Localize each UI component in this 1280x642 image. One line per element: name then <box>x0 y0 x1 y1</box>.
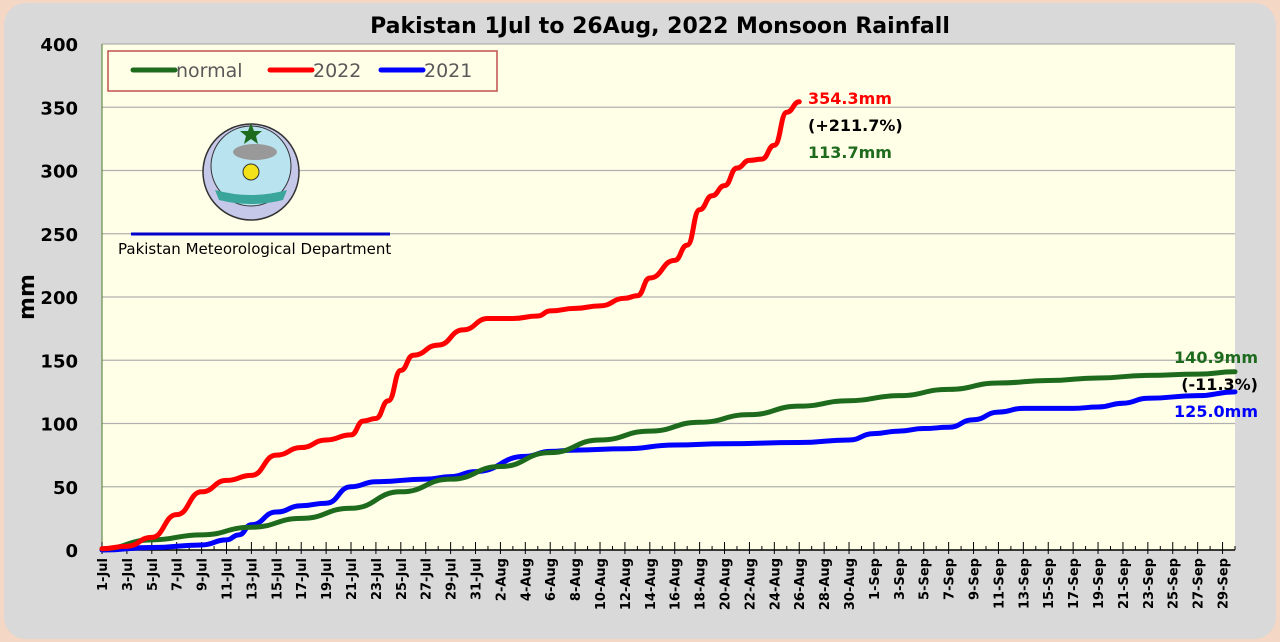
y-tick-label: 400 <box>40 35 78 56</box>
x-tick-label: 29-Jul <box>445 558 460 600</box>
annotation-label: 113.7mm <box>808 143 892 162</box>
annotation-label: (-11.3%) <box>1181 375 1258 394</box>
x-tick-label: 30-Aug <box>843 558 858 610</box>
annotation-label: 354.3mm <box>808 89 892 108</box>
x-tick-label: 27-Jul <box>420 558 435 600</box>
annotation-label: (+211.7%) <box>808 116 903 135</box>
x-tick-label: 7-Jul <box>171 558 186 591</box>
x-tick-label: 24-Aug <box>768 558 783 610</box>
y-axis-label: mm <box>15 274 40 320</box>
x-tick-label: 28-Aug <box>818 558 833 610</box>
x-tick-label: 9-Jul <box>196 558 211 591</box>
series-line-normal <box>99 369 1238 552</box>
x-tick-label: 29-Sep <box>1217 558 1232 609</box>
x-tick-label: 26-Aug <box>793 558 808 610</box>
chart-title: Pakistan 1Jul to 26Aug, 2022 Monsoon Rai… <box>370 14 950 39</box>
series-line-2021 <box>99 389 1238 553</box>
pmd-logo: Pakistan Meteorological Department <box>118 123 391 258</box>
y-tick-label: 300 <box>40 162 78 183</box>
x-tick-label: 1-Sep <box>868 558 883 600</box>
x-tick-label: 15-Sep <box>1042 558 1057 609</box>
x-tick-label: 22-Aug <box>743 558 758 610</box>
logo-star-icon <box>240 123 262 144</box>
x-tick-label: 17-Jul <box>295 558 310 600</box>
x-tick-label: 23-Sep <box>1142 558 1157 609</box>
y-tick-label: 150 <box>40 351 78 372</box>
x-tick-label: 11-Jul <box>221 558 236 600</box>
logo-cloud-icon <box>233 144 277 160</box>
x-tick-label: 6-Aug <box>544 558 559 601</box>
x-tick-label: 8-Aug <box>569 558 584 601</box>
logo-sea-icon <box>215 190 287 204</box>
y-tick-label: 50 <box>53 478 78 499</box>
legend-box <box>107 50 498 92</box>
x-tick-label: 13-Jul <box>245 558 260 600</box>
x-tick-label: 3-Jul <box>121 558 136 591</box>
x-tick-label: 25-Sep <box>1167 558 1182 609</box>
y-tick-label: 250 <box>40 225 78 246</box>
annotation-label: 125.0mm <box>1174 402 1258 421</box>
x-tick-label: 11-Sep <box>992 558 1007 609</box>
y-tick-labels: 0 50 100 150 200 250 300 350 400 <box>40 35 78 562</box>
legend-label-2022: 2022 <box>313 60 361 82</box>
x-tick-label: 15-Jul <box>270 558 285 600</box>
x-tick-label: 14-Aug <box>644 558 659 610</box>
x-tick-label: 4-Aug <box>519 558 534 601</box>
x-tick-label: 25-Jul <box>395 558 410 600</box>
y-tick-label: 0 <box>65 541 78 562</box>
legend-label-2021: 2021 <box>424 60 472 82</box>
logo-sun-icon <box>242 163 260 181</box>
x-tick-label: 27-Sep <box>1192 558 1207 609</box>
x-tick-label: 12-Aug <box>619 558 634 610</box>
y-tick-label: 200 <box>40 288 78 309</box>
y-tick-label: 100 <box>40 415 78 436</box>
x-tick-label: 17-Sep <box>1067 558 1082 609</box>
x-tick-label: 31-Jul <box>470 558 485 600</box>
x-tick-label: 9-Sep <box>968 558 983 600</box>
series-lines <box>99 99 1238 553</box>
legend: normal 2022 2021 <box>107 50 498 92</box>
y-tick-label: 350 <box>40 98 78 119</box>
x-tick-label: 21-Sep <box>1117 558 1132 609</box>
series-line-2022 <box>99 99 802 552</box>
x-tick-label: 23-Jul <box>370 558 385 600</box>
x-tick-label: 2-Aug <box>494 558 509 601</box>
annotations: 354.3mm (+211.7%) 113.7mm 140.9mm (-11.3%) 12… <box>808 89 1258 421</box>
x-tick-label: 19-Jul <box>320 558 335 600</box>
x-tick-labels: 1-Jul 3-Jul 5-Jul 7-Jul 9-Jul 11-Jul 13-Jul 15-… <box>96 558 1232 610</box>
x-tick-label: 5-Jul <box>146 558 161 591</box>
x-tick-label: 7-Sep <box>943 558 958 600</box>
legend-label-normal: normal <box>176 60 243 82</box>
x-tick-label: 5-Sep <box>918 558 933 600</box>
x-tick-label: 21-Jul <box>345 558 360 600</box>
x-tick-label: 13-Sep <box>1017 558 1032 609</box>
logo-caption: Pakistan Meteorological Department <box>118 240 391 258</box>
x-tick-label: 1-Jul <box>96 558 111 591</box>
x-tick-label: 10-Aug <box>594 558 609 610</box>
annotation-label: 140.9mm <box>1174 348 1258 367</box>
x-tick-label: 19-Sep <box>1092 558 1107 609</box>
x-tick-label: 16-Aug <box>669 558 684 610</box>
x-tick-label: 20-Aug <box>719 558 734 610</box>
x-tick-label: 18-Aug <box>694 558 709 610</box>
x-tick-label: 3-Sep <box>893 558 908 600</box>
